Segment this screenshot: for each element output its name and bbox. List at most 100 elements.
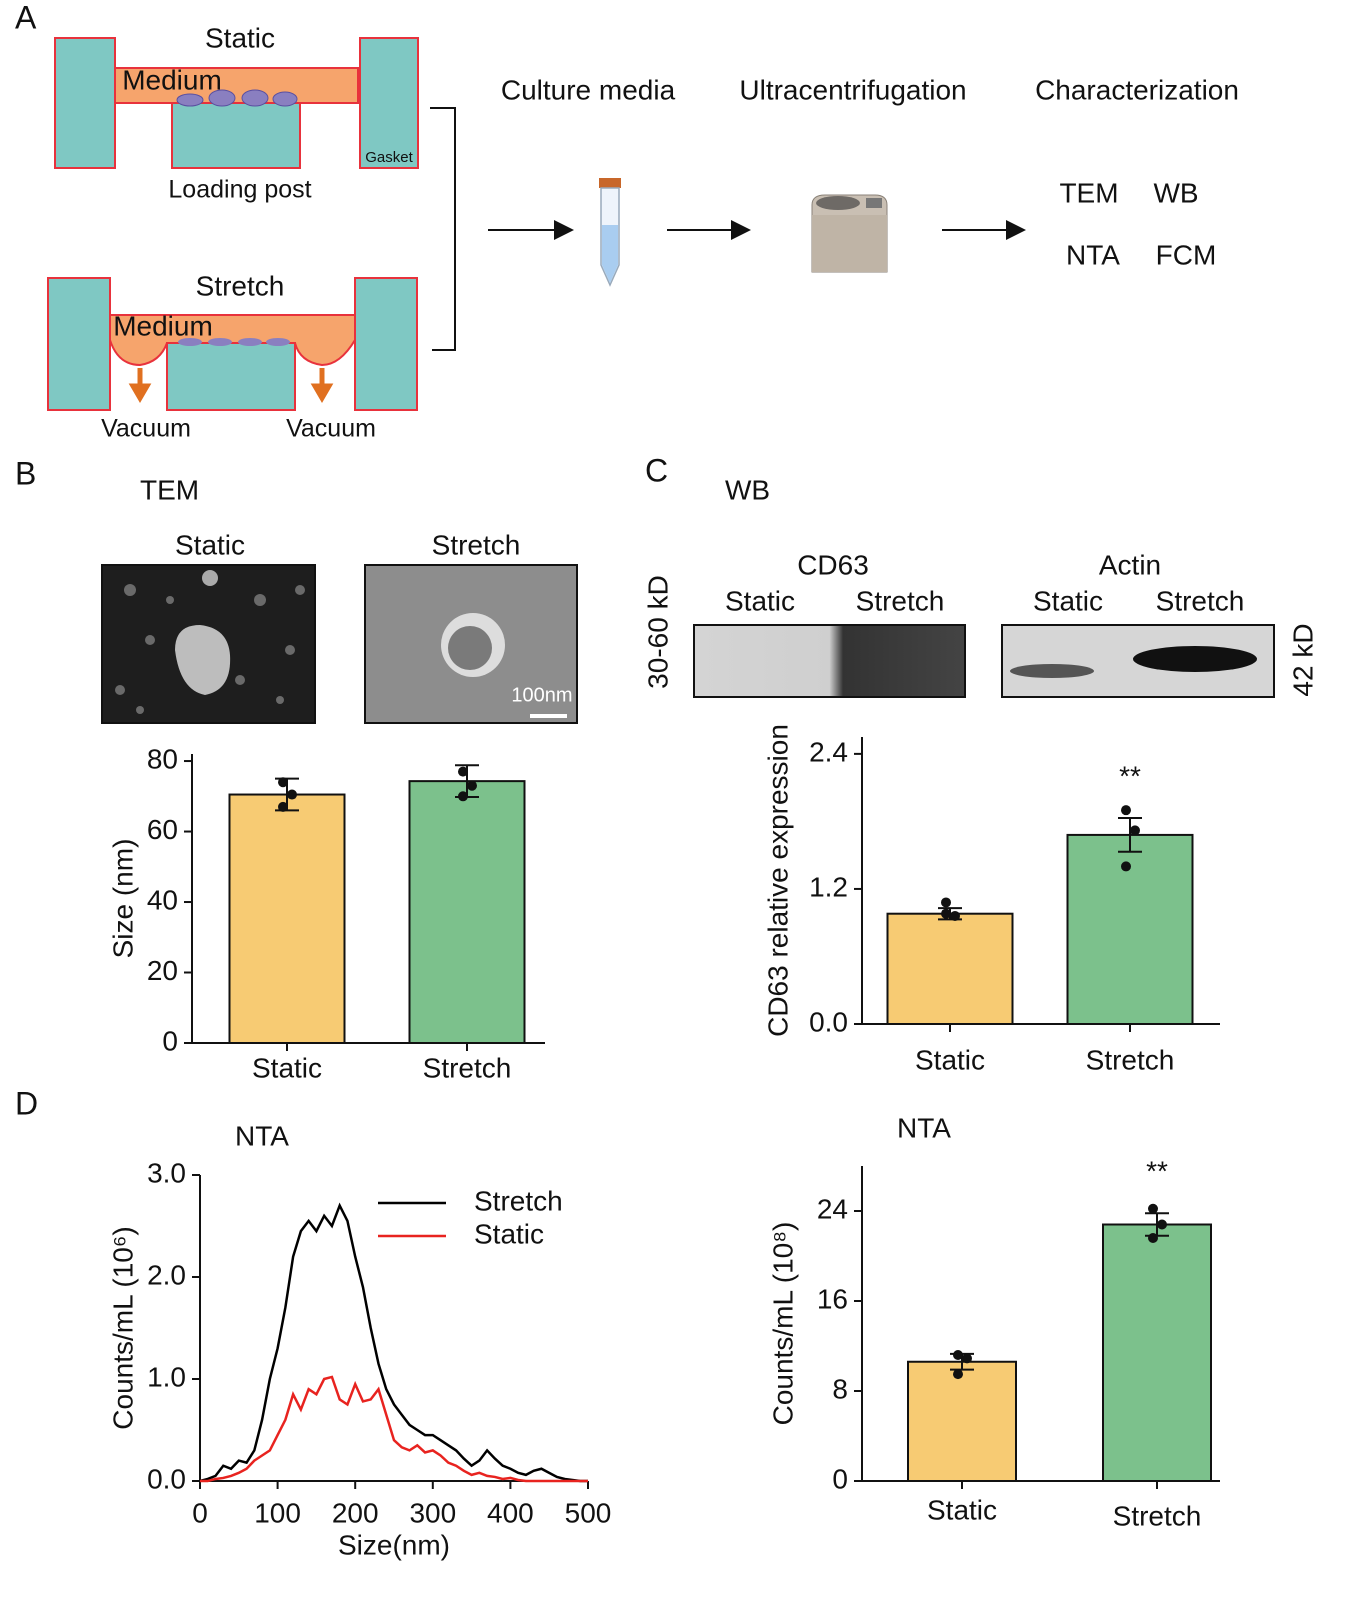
legend-label: Static xyxy=(474,1218,544,1249)
y-axis-label: Size (nm) xyxy=(107,839,138,959)
bar xyxy=(408,780,526,1044)
data-point xyxy=(1130,825,1140,836)
data-point xyxy=(287,789,297,800)
blot xyxy=(693,624,966,698)
label: Vacuum xyxy=(286,415,376,443)
size-label: 30-60 kD xyxy=(642,575,673,689)
lane-label: Stretch xyxy=(1156,585,1245,616)
x-tick-label: Stretch xyxy=(1086,1044,1175,1075)
label: Medium xyxy=(113,310,213,341)
blot-label: Actin xyxy=(1099,549,1161,580)
y-tick-label: 0.0 xyxy=(147,1463,186,1494)
cells xyxy=(178,338,290,346)
y-tick-label: 8 xyxy=(832,1373,848,1404)
bar xyxy=(228,793,346,1045)
bar xyxy=(1066,833,1194,1026)
method: FCM xyxy=(1156,239,1217,270)
x-tick-label: Static xyxy=(915,1044,985,1075)
x-tick-label: 200 xyxy=(332,1497,379,1528)
panel-label: B xyxy=(15,455,36,491)
annotation: ** xyxy=(1119,760,1141,791)
tem-image: 100nm xyxy=(364,564,578,724)
panel-label: A xyxy=(15,0,37,35)
y-tick-label: 2.0 xyxy=(147,1259,186,1290)
label: Gasket xyxy=(365,149,413,166)
data-point xyxy=(941,897,951,908)
loading-post xyxy=(166,342,296,411)
blot-label: CD63 xyxy=(797,549,869,580)
x-tick-label: 500 xyxy=(565,1497,612,1528)
method: TEM xyxy=(1059,177,1118,208)
y-tick-label: 0.0 xyxy=(809,1006,848,1037)
panel-label: D xyxy=(15,1085,38,1121)
y-tick-label: 1.2 xyxy=(809,871,848,902)
y-tick-label: 1.0 xyxy=(147,1361,186,1392)
data-point xyxy=(953,1369,963,1380)
data-point xyxy=(1157,1219,1167,1230)
data-point xyxy=(1148,1203,1158,1214)
scale-bar-label: 100nm xyxy=(511,684,572,706)
y-axis-label: Counts/mL (10⁶) xyxy=(107,1226,138,1429)
y-tick-label: 2.4 xyxy=(809,736,848,767)
y-tick-label: 16 xyxy=(817,1283,848,1314)
data-point xyxy=(941,908,951,919)
panel-label: C xyxy=(645,452,668,488)
panel-b: B TEM Static Stretch 100nm xyxy=(15,455,578,724)
bar xyxy=(886,912,1014,1026)
data-point xyxy=(458,791,468,802)
blot xyxy=(1001,624,1275,698)
bar xyxy=(907,1360,1017,1482)
data-point xyxy=(1121,861,1131,872)
y-tick-label: 24 xyxy=(817,1193,848,1224)
label: Static xyxy=(205,22,275,53)
size-label: 42 kD xyxy=(1287,623,1318,696)
tem-image xyxy=(101,564,316,724)
label: Vacuum xyxy=(101,415,191,443)
annotation: ** xyxy=(1146,1156,1168,1187)
panel-c: C WB CD63 Static Stretch Actin Static St… xyxy=(642,452,1318,698)
x-tick-label: 0 xyxy=(192,1497,208,1528)
y-tick-label: 60 xyxy=(147,814,178,845)
gasket xyxy=(359,37,419,169)
x-tick-label: Static xyxy=(927,1494,997,1525)
centrifuge xyxy=(811,194,888,273)
x-tick-label: 400 xyxy=(487,1497,534,1528)
data-point xyxy=(962,1353,972,1364)
x-tick-label: Stretch xyxy=(1113,1500,1202,1531)
y-tick-label: 20 xyxy=(147,955,178,986)
label: Medium xyxy=(122,64,222,95)
cells xyxy=(176,89,298,107)
title: TEM xyxy=(140,474,199,505)
bar xyxy=(1102,1223,1212,1482)
title: WB xyxy=(725,474,770,505)
series-line xyxy=(200,1375,588,1483)
y-tick-label: 40 xyxy=(147,884,178,915)
chart-title: NTA xyxy=(235,1120,289,1151)
error-bar xyxy=(1118,817,1142,853)
y-tick-label: 3.0 xyxy=(147,1157,186,1188)
loading-post xyxy=(171,102,301,169)
data-point xyxy=(278,801,288,812)
data-point xyxy=(1121,805,1131,816)
image-label: Static xyxy=(175,529,245,560)
data-point xyxy=(1148,1233,1158,1243)
step: Ultracentrifugation xyxy=(739,74,966,105)
y-axis-label: Counts/mL (10⁸) xyxy=(767,1222,798,1426)
tube xyxy=(599,178,621,287)
y-axis-label: CD63 relative expression xyxy=(762,724,793,1037)
gasket xyxy=(47,277,111,411)
x-tick-label: Static xyxy=(252,1052,322,1083)
step: Culture media xyxy=(501,74,676,105)
lane-label: Static xyxy=(1033,585,1103,616)
label: Loading post xyxy=(168,176,311,204)
chart-title: NTA xyxy=(897,1112,951,1143)
x-tick-label: 100 xyxy=(254,1497,301,1528)
series-line xyxy=(199,1202,588,1483)
method: WB xyxy=(1153,177,1198,208)
y-tick-label: 0 xyxy=(832,1463,848,1494)
image-label: Stretch xyxy=(432,529,521,560)
data-point xyxy=(278,777,288,788)
legend-label: Stretch xyxy=(474,1185,563,1216)
x-tick-label: 300 xyxy=(409,1497,456,1528)
lane-label: Static xyxy=(725,585,795,616)
